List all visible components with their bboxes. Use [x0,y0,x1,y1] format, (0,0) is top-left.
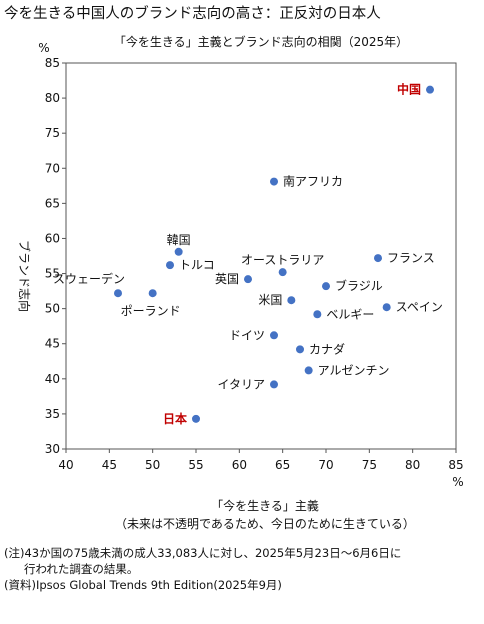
data-point [287,296,296,305]
x-tick-label: 60 [232,458,247,472]
data-point [244,275,252,284]
point-label: イタリア [217,377,265,391]
data-point [270,380,278,389]
x-tick-label: 85 [448,458,463,472]
y-tick-label: 75 [45,126,60,140]
y-tick-label: 45 [45,337,60,351]
data-point [382,303,391,312]
y-tick-label: 60 [45,231,60,245]
y-tick-label: 55 [45,267,60,281]
data-point [296,345,304,354]
point-label: ドイツ [229,328,265,342]
y-tick-label: 50 [45,302,60,316]
point-label: 英国 [215,272,239,286]
x-tick-label: 40 [58,458,73,472]
data-point [313,310,322,319]
point-label: ポーランド [121,304,181,318]
footnotes: (注)43か国の75歳未満の成人33,083人に対し、2025年5月23日～6月… [4,545,401,593]
data-point [322,282,330,291]
y-tick-label: 35 [45,407,60,421]
x-unit-label: % [452,475,463,489]
y-tick-label: 70 [45,161,60,175]
x-tick-label: 75 [362,458,377,472]
chart-title: 「今を生きる」主義とブランド志向の相関（2025年） [114,34,408,49]
x-tick-label: 80 [405,458,420,472]
point-label: オーストラリア [241,253,324,267]
y-tick-label: 40 [45,372,60,386]
data-point [270,177,278,186]
x-axis-subtitle: （未来は不透明であるため、今日のために生きている） [115,516,415,531]
data-point [148,289,157,298]
x-tick-label: 55 [188,458,203,472]
data-point [166,261,174,270]
note-text-continued: 行われた調査の結果。 [24,562,139,576]
x-tick-label: 50 [145,458,160,472]
point-label: トルコ [179,258,215,272]
data-point [174,247,183,256]
x-tick-label: 70 [318,458,333,472]
point-label: カナダ [309,341,345,356]
y-tick-label: 30 [45,442,60,456]
point-label: 韓国 [167,233,191,247]
data-point [270,331,278,340]
point-label: アルゼンチン [318,363,390,377]
source-text: (資料)Ipsos Global Trends 9th Edition(2025… [4,578,282,592]
data-point [374,254,382,263]
point-label: ベルギー [326,307,374,321]
data-point [278,268,287,277]
x-tick-label: 65 [275,458,290,472]
note-text: (注)43か国の75歳未満の成人33,083人に対し、2025年5月23日～6月… [4,546,402,560]
point-label: 米国 [258,293,282,307]
data-point [304,366,313,375]
point-label: 日本 [163,411,187,426]
x-tick-label: 45 [102,458,117,472]
point-label: スペイン [396,300,443,314]
data-point [426,85,434,94]
y-tick-label: 80 [45,91,60,105]
scatter-chart: 「今を生きる」主義とブランド志向の相関（2025年） 30 35 40 45 50 55 60… [17,34,464,531]
y-unit-label: % [38,41,49,55]
x-axis-title: 「今を生きる」主義 [211,498,319,513]
y-tick-label: 85 [45,56,60,70]
page-title: 今を生きる中国人のブランド志向の高さ：正反対の日本人 [4,6,381,22]
point-label: ブラジル [335,278,383,293]
y-axis-title: ブランド志向 [17,240,32,312]
point-label: フランス [387,251,435,265]
y-tick-label: 65 [45,196,60,210]
point-label: スウェーデン [53,271,125,286]
data-point [192,414,200,423]
point-label: 南アフリカ [283,174,343,189]
plot-frame [65,62,457,450]
point-label: 中国 [397,82,421,97]
data-point [114,289,122,298]
